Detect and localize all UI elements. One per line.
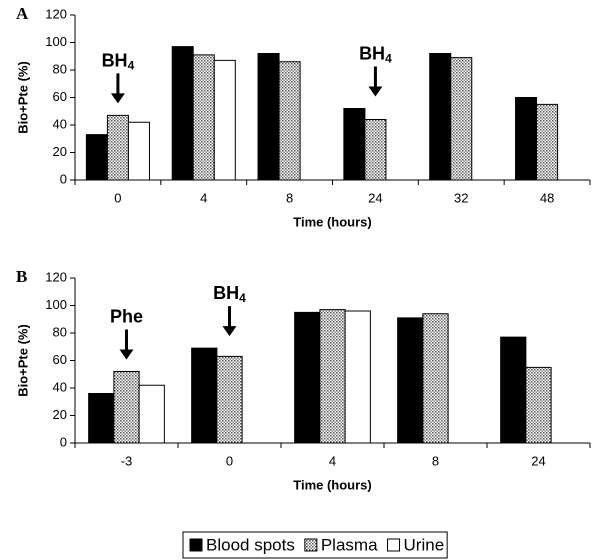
x-tick-label: 24	[368, 190, 382, 205]
y-tick-label: 40	[53, 379, 67, 394]
legend-swatch	[189, 538, 203, 552]
annotation-sub: 4	[239, 291, 246, 305]
y-tick-label: 60	[53, 352, 67, 367]
y-tick-label: 20	[53, 407, 67, 422]
bar	[364, 119, 387, 181]
bar	[294, 311, 321, 444]
y-tick-label: 120	[45, 6, 67, 21]
bar	[500, 336, 527, 444]
bar	[344, 310, 371, 444]
bar	[216, 355, 243, 444]
annotation-text: BH	[213, 283, 239, 303]
x-tick-label: 4	[329, 453, 336, 468]
y-tick-label: 0	[60, 171, 67, 186]
annotation-text: Phe	[110, 306, 143, 326]
annotation: BH4	[213, 283, 246, 305]
bar	[113, 371, 140, 444]
bar	[88, 393, 115, 444]
arrow-head	[222, 326, 237, 337]
bar	[450, 57, 473, 181]
panel-label: B	[16, 267, 27, 286]
arrow-head	[119, 349, 134, 360]
annotation: BH4	[102, 50, 135, 72]
bar	[106, 114, 129, 181]
annotation-text: BH	[102, 50, 128, 70]
legend: Blood spots Plasma Urine	[182, 531, 448, 559]
annotation: Phe	[110, 306, 143, 326]
y-tick-label: 80	[53, 61, 67, 76]
arrow-head	[368, 86, 383, 97]
x-tick-label: 0	[114, 190, 121, 205]
y-axis-label: Bio+Pte (%)	[15, 61, 30, 134]
bar	[257, 53, 280, 181]
y-tick-label: 100	[45, 34, 67, 49]
annotation-sub: 4	[385, 52, 392, 66]
bar	[213, 59, 236, 181]
bar	[191, 347, 218, 444]
annotation-sub: 4	[128, 59, 135, 73]
x-tick-label: 0	[226, 453, 233, 468]
bar	[515, 97, 538, 181]
bar	[343, 108, 366, 181]
y-tick-label: 120	[45, 269, 67, 284]
bar	[525, 366, 552, 444]
panel-label: A	[16, 4, 29, 23]
x-tick-label: 4	[200, 190, 207, 205]
y-tick-label: 100	[45, 297, 67, 312]
bar	[278, 61, 301, 181]
x-tick-label: 24	[531, 453, 545, 468]
x-tick-label: 8	[286, 190, 293, 205]
bar	[85, 134, 108, 181]
legend-label: Urine	[404, 535, 445, 554]
y-axis-label: Bio+Pte (%)	[15, 324, 30, 397]
annotation: BH4	[359, 43, 392, 65]
x-tick-label: 8	[432, 453, 439, 468]
y-tick-label: 80	[53, 324, 67, 339]
legend-label: Plasma	[321, 535, 378, 554]
x-tick-label: 32	[454, 190, 468, 205]
legend-label: Blood spots	[206, 535, 295, 554]
x-axis-label: Time (hours)	[293, 477, 372, 492]
bar	[171, 46, 194, 181]
y-tick-label: 60	[53, 89, 67, 104]
bar	[397, 317, 424, 444]
legend-swatch	[304, 538, 318, 552]
bar	[536, 103, 559, 181]
arrow-head	[110, 93, 125, 104]
x-axis-label: Time (hours)	[293, 214, 372, 229]
bar	[138, 384, 165, 444]
y-tick-label: 0	[60, 434, 67, 449]
bar	[429, 53, 452, 181]
y-tick-label: 20	[53, 144, 67, 159]
bar	[192, 54, 215, 181]
bar	[422, 313, 449, 444]
y-tick-label: 40	[53, 116, 67, 131]
legend-swatch	[387, 538, 401, 552]
annotation-text: BH	[359, 43, 385, 63]
x-tick-label: -3	[121, 453, 133, 468]
bar	[127, 121, 150, 181]
x-tick-label: 48	[540, 190, 554, 205]
bar	[319, 309, 346, 444]
